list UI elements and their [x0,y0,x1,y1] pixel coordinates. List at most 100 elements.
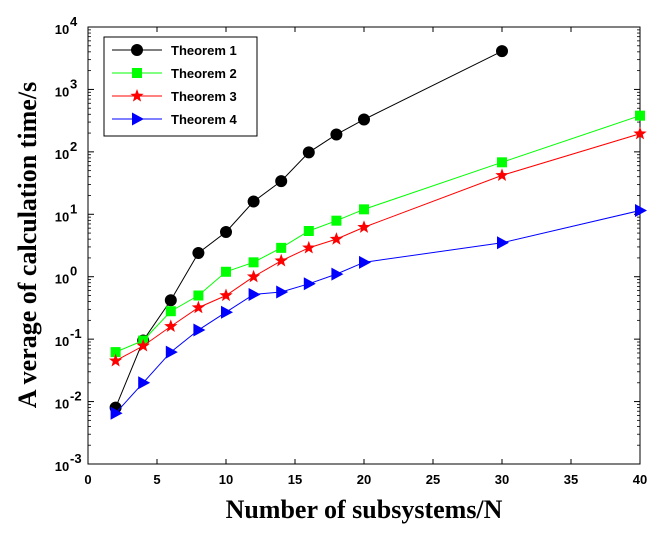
y-tick-label: 10-1 [55,326,82,349]
y-tick-label: 103 [55,76,77,99]
x-tick-label: 15 [288,472,302,487]
series-1-point [302,146,315,159]
legend-entry-1-marker [131,44,143,56]
y-tick-base: 10 [55,22,69,37]
series-3-point [357,220,371,233]
series-3-point [633,126,647,140]
series-4 [110,203,647,420]
x-tick-label: 35 [564,472,578,487]
legend-entry-3-label: Theorem 3 [171,89,237,104]
series-3 [108,126,647,367]
y-tick-base: 10 [55,459,69,474]
series-2-point [359,204,369,215]
y-tick-exponent: 1 [70,201,77,216]
series-3-line [115,133,641,362]
y-tick-exponent: -1 [70,326,82,341]
legend-entry-2-label: Theorem 2 [171,66,237,81]
y-tick-label: 102 [55,139,77,162]
x-tick-label: 0 [84,472,91,487]
y-tick-base: 10 [55,147,69,162]
series-1-point [220,226,232,239]
series-4-point [331,267,344,281]
series-2-point [165,306,176,317]
series-4-point [276,285,289,299]
legend-entry-1: Theorem 1 [112,43,237,58]
series-3-point [108,353,123,367]
series-1 [109,45,508,414]
series-4-point [635,203,647,217]
x-tick-label: 10 [219,472,233,487]
y-tick-base: 10 [55,334,69,349]
series-2-point [193,290,204,301]
series-1-point [330,128,343,141]
series-3-point [191,300,206,314]
series-2-point [497,157,507,168]
y-tick-exponent: -3 [70,451,82,466]
legend-entry-3: Theorem 3 [112,89,237,104]
series-4-point [193,323,206,337]
y-axis-title: A verage of calculation time/s [13,82,42,408]
series-3-point [246,269,261,283]
series-3-point [136,338,150,352]
series-4-point [110,406,123,420]
series-1-point [496,45,508,58]
legend-entry-2: Theorem 2 [112,66,237,81]
series-2-point [248,257,259,268]
series-4-point [359,255,371,269]
series-3-point [329,232,344,245]
series-4-point [303,277,316,291]
series-3-point [164,319,178,333]
y-tick-base: 10 [55,84,69,99]
series-1-point [275,175,288,188]
series-2-point [303,225,314,236]
series-3-point [495,168,509,182]
legend-entry-1-label: Theorem 1 [171,43,237,58]
y-tick-exponent: -2 [70,389,82,404]
y-tick-exponent: 2 [70,139,77,154]
series-3-point [302,240,316,254]
y-tick-exponent: 0 [70,264,77,279]
y-tick-label: 101 [55,201,77,224]
series-3-point [219,288,233,302]
series-1-point [192,246,205,259]
legend-entry-4-label: Theorem 4 [171,112,238,127]
series-1-point [164,294,177,307]
series-1-point [247,195,260,208]
x-tick-label: 5 [153,472,160,487]
y-tick-exponent: 4 [70,14,78,29]
y-tick-label: 10-2 [55,389,82,412]
y-tick-base: 10 [55,209,69,224]
series-2-point [331,215,342,226]
legend-entry-2-marker [132,68,142,78]
y-tick-label: 10-3 [55,451,82,474]
legend-entry-4-marker [132,112,144,126]
series-3-point [274,253,288,267]
x-tick-label: 30 [495,472,509,487]
y-tick-label: 100 [55,264,77,287]
series-2-point [635,110,645,121]
x-tick-label: 25 [426,472,440,487]
series-4-point [138,376,151,390]
series-2-point [276,242,287,253]
axis-ticks: 0 5 10 15 20 25 30 35 4010-310-210-1100101102103… [55,14,647,487]
legend-entry-4: Theorem 4 [112,112,238,127]
series-group [108,45,647,420]
x-tick-label: 20 [357,472,371,487]
series-2-point [221,266,231,277]
series-2-point [110,347,121,358]
y-tick-base: 10 [55,397,69,412]
y-tick-exponent: 3 [70,76,77,91]
x-axis-title: Number of subsystems/N [226,495,503,524]
y-tick-label: 104 [55,14,78,37]
series-1-point [358,113,370,126]
legend-entry-3-marker [130,89,144,102]
series-4-point [165,345,178,359]
series-4-point [497,236,509,250]
legend: Theorem 1 Theorem 2 Theorem 3 Theorem 4 [103,36,258,137]
series-4-point [221,305,233,319]
x-tick-label: 40 [633,472,647,487]
y-tick-base: 10 [55,272,69,287]
series-4-point [248,287,261,301]
